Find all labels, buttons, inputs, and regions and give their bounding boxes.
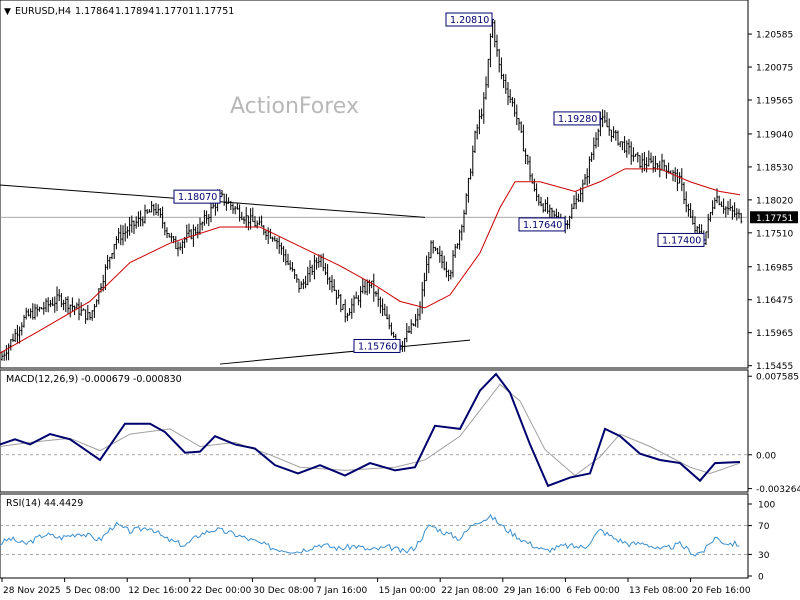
time-tick-label: 22 Jan 08:00 bbox=[441, 586, 498, 596]
time-tick-label: 22 Dec 00:00 bbox=[191, 586, 252, 596]
current-price-label: 1.17751 bbox=[756, 214, 793, 224]
symbol-header: ▼ EURUSD,H4 1.17864 1.17894 1.17701 1.17… bbox=[4, 6, 234, 17]
price-tick-label: 1.20585 bbox=[756, 31, 793, 41]
rsi-tick-label: 0 bbox=[758, 573, 764, 583]
rsi-tick-label: 100 bbox=[758, 501, 775, 511]
macd-signal-line bbox=[0, 383, 741, 477]
macd-panel bbox=[0, 369, 749, 493]
ohlc-open: 1.17864 bbox=[75, 6, 114, 17]
time-tick-label: 29 Jan 16:00 bbox=[504, 586, 561, 596]
price-tick-label: 1.17510 bbox=[756, 229, 793, 239]
time-tick-label: 12 Dec 16:00 bbox=[128, 586, 189, 596]
price-annotation-label: 1.17640 bbox=[523, 220, 562, 231]
price-annotations: 1.20810 1.18070 1.19280 1.17640 1.17400 1.157… bbox=[173, 12, 706, 353]
macd-axis: 0.007585 0.00 -0.003264 bbox=[748, 373, 800, 495]
price-candles bbox=[1, 20, 743, 361]
ohlc-close: 1.17751 bbox=[195, 6, 234, 17]
macd-tick-label: 0.007585 bbox=[756, 373, 799, 383]
price-annotation-label: 1.20810 bbox=[450, 15, 489, 26]
price-tick-label: 1.19040 bbox=[756, 130, 793, 140]
rsi-axis: 100 70 30 0 bbox=[748, 501, 775, 583]
price-annotation-label: 1.17400 bbox=[662, 235, 701, 246]
price-tick-label: 1.15455 bbox=[756, 362, 793, 372]
rsi-title: RSI(14) 44.4429 bbox=[6, 498, 83, 509]
time-tick-label: 20 Feb 16:00 bbox=[692, 586, 751, 596]
price-moving-average bbox=[0, 168, 741, 354]
rsi-line bbox=[0, 513, 740, 557]
price-tick-label: 1.16985 bbox=[756, 263, 793, 273]
time-tick-label: 7 Jan 16:00 bbox=[316, 586, 368, 596]
rsi-line bbox=[0, 513, 748, 557]
current-price-tag bbox=[750, 211, 798, 224]
time-tick-label: 6 Feb 00:00 bbox=[566, 586, 620, 596]
time-tick-label: 30 Dec 08:00 bbox=[253, 586, 314, 596]
rsi-tick-label: 30 bbox=[758, 551, 770, 561]
ohlc-high: 1.17894 bbox=[115, 6, 154, 17]
price-axis: 1.20585 1.20075 1.19565 1.19040 1.18530 1.180… bbox=[748, 31, 798, 372]
price-tick-label: 1.15965 bbox=[756, 329, 793, 339]
macd-tick-label: 0.00 bbox=[756, 451, 776, 461]
time-axis: 28 Nov 2025 5 Dec 08:00 12 Dec 16:00 22 Dec… bbox=[1, 578, 751, 596]
rsi-tick-label: 70 bbox=[758, 522, 770, 532]
price-annotation-label: 1.19280 bbox=[558, 114, 597, 125]
macd-tick-label: -0.003264 bbox=[756, 485, 800, 495]
price-annotation-label: 1.18070 bbox=[178, 192, 217, 203]
price-tick-label: 1.19565 bbox=[756, 96, 793, 106]
time-tick-label: 5 Dec 08:00 bbox=[66, 586, 121, 596]
rsi-panel bbox=[0, 493, 749, 579]
price-tick-label: 1.20075 bbox=[756, 64, 793, 74]
price-panel bbox=[0, 0, 749, 369]
header-arrow-icon: ▼ bbox=[4, 7, 11, 17]
trendline bbox=[219, 339, 471, 365]
macd-lines bbox=[0, 372, 748, 488]
price-tick-label: 1.16475 bbox=[756, 296, 793, 306]
moving-average-line bbox=[0, 168, 741, 354]
time-tick-label: 28 Nov 2025 bbox=[3, 586, 61, 596]
price-tick-label: 1.18020 bbox=[756, 196, 793, 206]
watermark: ActionForex bbox=[230, 94, 359, 119]
time-tick-label: 15 Jan 00:00 bbox=[379, 586, 436, 596]
symbol-label: EURUSD,H4 bbox=[15, 6, 71, 17]
ohlc-low: 1.17701 bbox=[155, 6, 194, 17]
macd-title: MACD(12,26,9) -0.000679 -0.000830 bbox=[6, 374, 182, 385]
price-annotation-label: 1.15760 bbox=[358, 341, 397, 352]
price-tick-label: 1.18530 bbox=[756, 163, 793, 173]
macd-main-line bbox=[0, 372, 741, 488]
time-tick-label: 13 Feb 08:00 bbox=[629, 586, 688, 596]
